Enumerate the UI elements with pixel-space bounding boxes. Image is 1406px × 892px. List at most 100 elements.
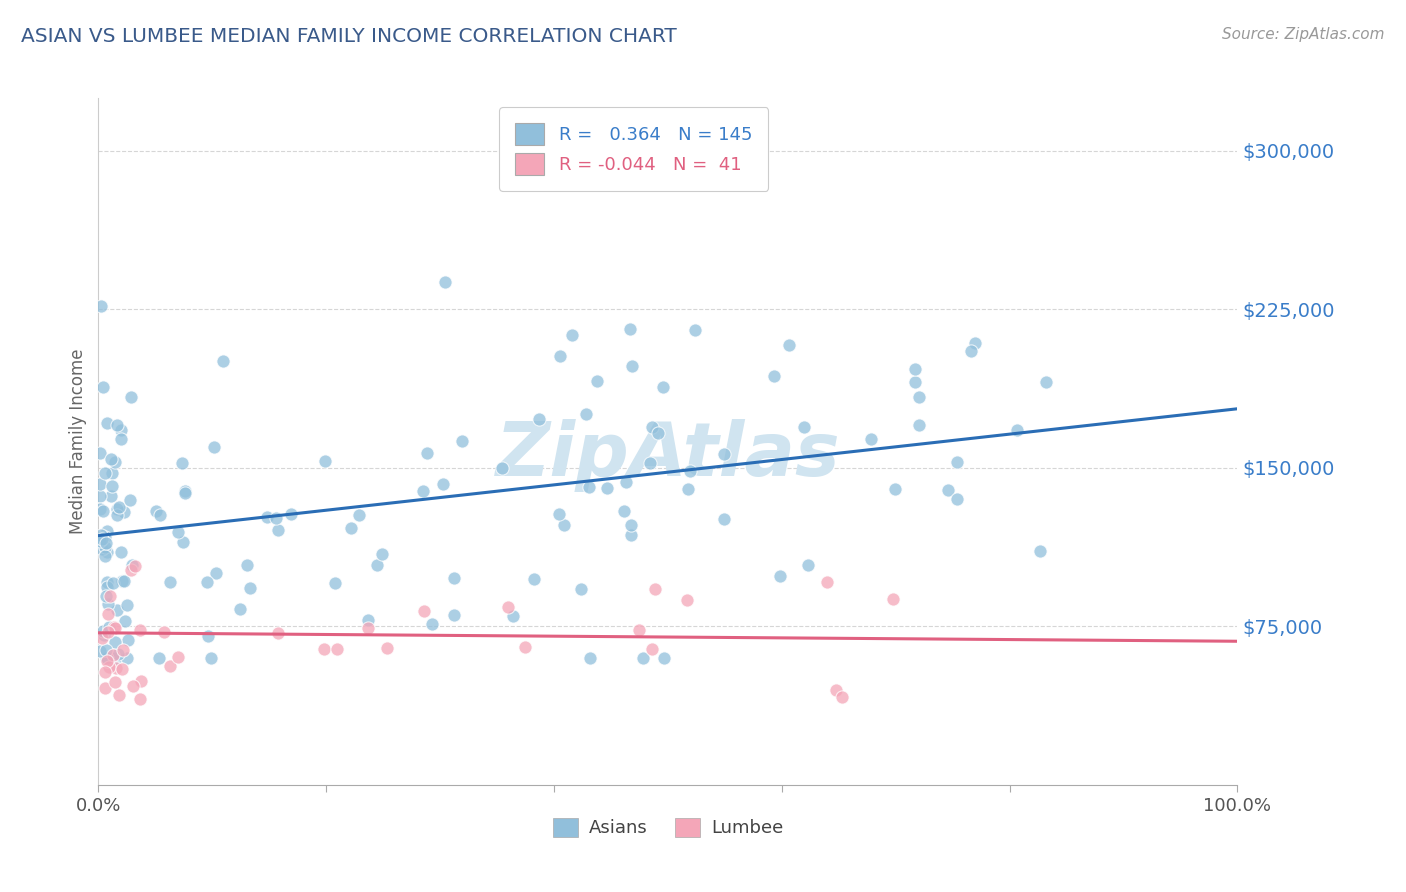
Point xyxy=(91,631,114,645)
Point xyxy=(100,489,122,503)
Point xyxy=(159,659,181,673)
Point xyxy=(371,547,394,561)
Point xyxy=(94,681,117,695)
Point xyxy=(938,483,960,497)
Point xyxy=(107,688,129,702)
Point xyxy=(652,380,675,394)
Point xyxy=(212,354,235,368)
Point xyxy=(412,604,434,618)
Point xyxy=(97,625,120,640)
Point xyxy=(443,571,465,585)
Point xyxy=(153,625,176,640)
Point xyxy=(339,521,361,535)
Point xyxy=(579,651,602,665)
Point xyxy=(314,454,336,468)
Point xyxy=(323,576,346,591)
Point xyxy=(94,530,117,544)
Point xyxy=(574,407,596,421)
Point xyxy=(312,641,335,656)
Point xyxy=(569,582,592,596)
Point xyxy=(124,558,146,573)
Point xyxy=(174,484,197,499)
Point xyxy=(93,628,115,642)
Point xyxy=(94,665,117,679)
Point xyxy=(96,416,118,430)
Point xyxy=(96,574,118,589)
Point xyxy=(619,321,641,335)
Point xyxy=(104,675,127,690)
Point xyxy=(491,461,513,475)
Point xyxy=(105,418,128,433)
Point xyxy=(195,574,218,589)
Point xyxy=(547,507,569,521)
Point xyxy=(676,483,699,497)
Point xyxy=(375,640,398,655)
Point xyxy=(129,673,152,688)
Point xyxy=(172,534,194,549)
Point xyxy=(614,475,637,489)
Point xyxy=(89,644,111,658)
Point xyxy=(825,682,848,697)
Point xyxy=(553,517,575,532)
Point xyxy=(793,419,815,434)
Point xyxy=(586,375,609,389)
Point xyxy=(513,640,536,654)
Point xyxy=(96,654,118,668)
Point xyxy=(860,432,883,446)
Point xyxy=(89,502,111,516)
Point xyxy=(104,621,127,635)
Point xyxy=(105,651,128,665)
Point xyxy=(652,651,675,665)
Point xyxy=(451,434,474,449)
Point xyxy=(145,504,167,518)
Point xyxy=(98,620,121,634)
Point xyxy=(110,423,132,437)
Point xyxy=(97,597,120,611)
Point xyxy=(596,481,619,495)
Point xyxy=(96,545,118,559)
Point xyxy=(107,647,129,661)
Point xyxy=(678,464,700,478)
Point xyxy=(202,440,225,454)
Point xyxy=(357,613,380,627)
Point xyxy=(621,359,644,373)
Point xyxy=(647,426,669,441)
Point xyxy=(94,549,117,563)
Point xyxy=(148,651,170,665)
Text: ASIAN VS LUMBEE MEDIAN FAMILY INCOME CORRELATION CHART: ASIAN VS LUMBEE MEDIAN FAMILY INCOME COR… xyxy=(21,27,676,45)
Point xyxy=(105,508,128,522)
Point xyxy=(420,616,443,631)
Point xyxy=(204,566,226,581)
Point xyxy=(159,575,181,590)
Point xyxy=(89,477,111,491)
Point xyxy=(713,512,735,526)
Point xyxy=(120,390,142,404)
Point xyxy=(91,624,114,639)
Point xyxy=(118,493,141,508)
Point xyxy=(631,651,654,665)
Point xyxy=(93,540,115,554)
Point xyxy=(613,504,636,518)
Point xyxy=(561,328,583,343)
Point xyxy=(256,509,278,524)
Point xyxy=(129,624,152,638)
Point xyxy=(904,362,927,376)
Point xyxy=(946,455,969,469)
Point xyxy=(366,558,388,572)
Point xyxy=(90,527,112,541)
Point xyxy=(236,558,259,572)
Point xyxy=(433,275,456,289)
Point xyxy=(904,375,927,389)
Point xyxy=(882,591,904,606)
Point xyxy=(89,535,111,549)
Point xyxy=(1007,423,1029,437)
Point xyxy=(120,563,142,577)
Point xyxy=(110,545,132,559)
Point xyxy=(110,432,132,446)
Point xyxy=(93,466,115,480)
Point xyxy=(104,455,127,469)
Point xyxy=(229,601,252,615)
Point xyxy=(685,323,707,337)
Point xyxy=(96,651,118,665)
Y-axis label: Median Family Income: Median Family Income xyxy=(69,349,87,534)
